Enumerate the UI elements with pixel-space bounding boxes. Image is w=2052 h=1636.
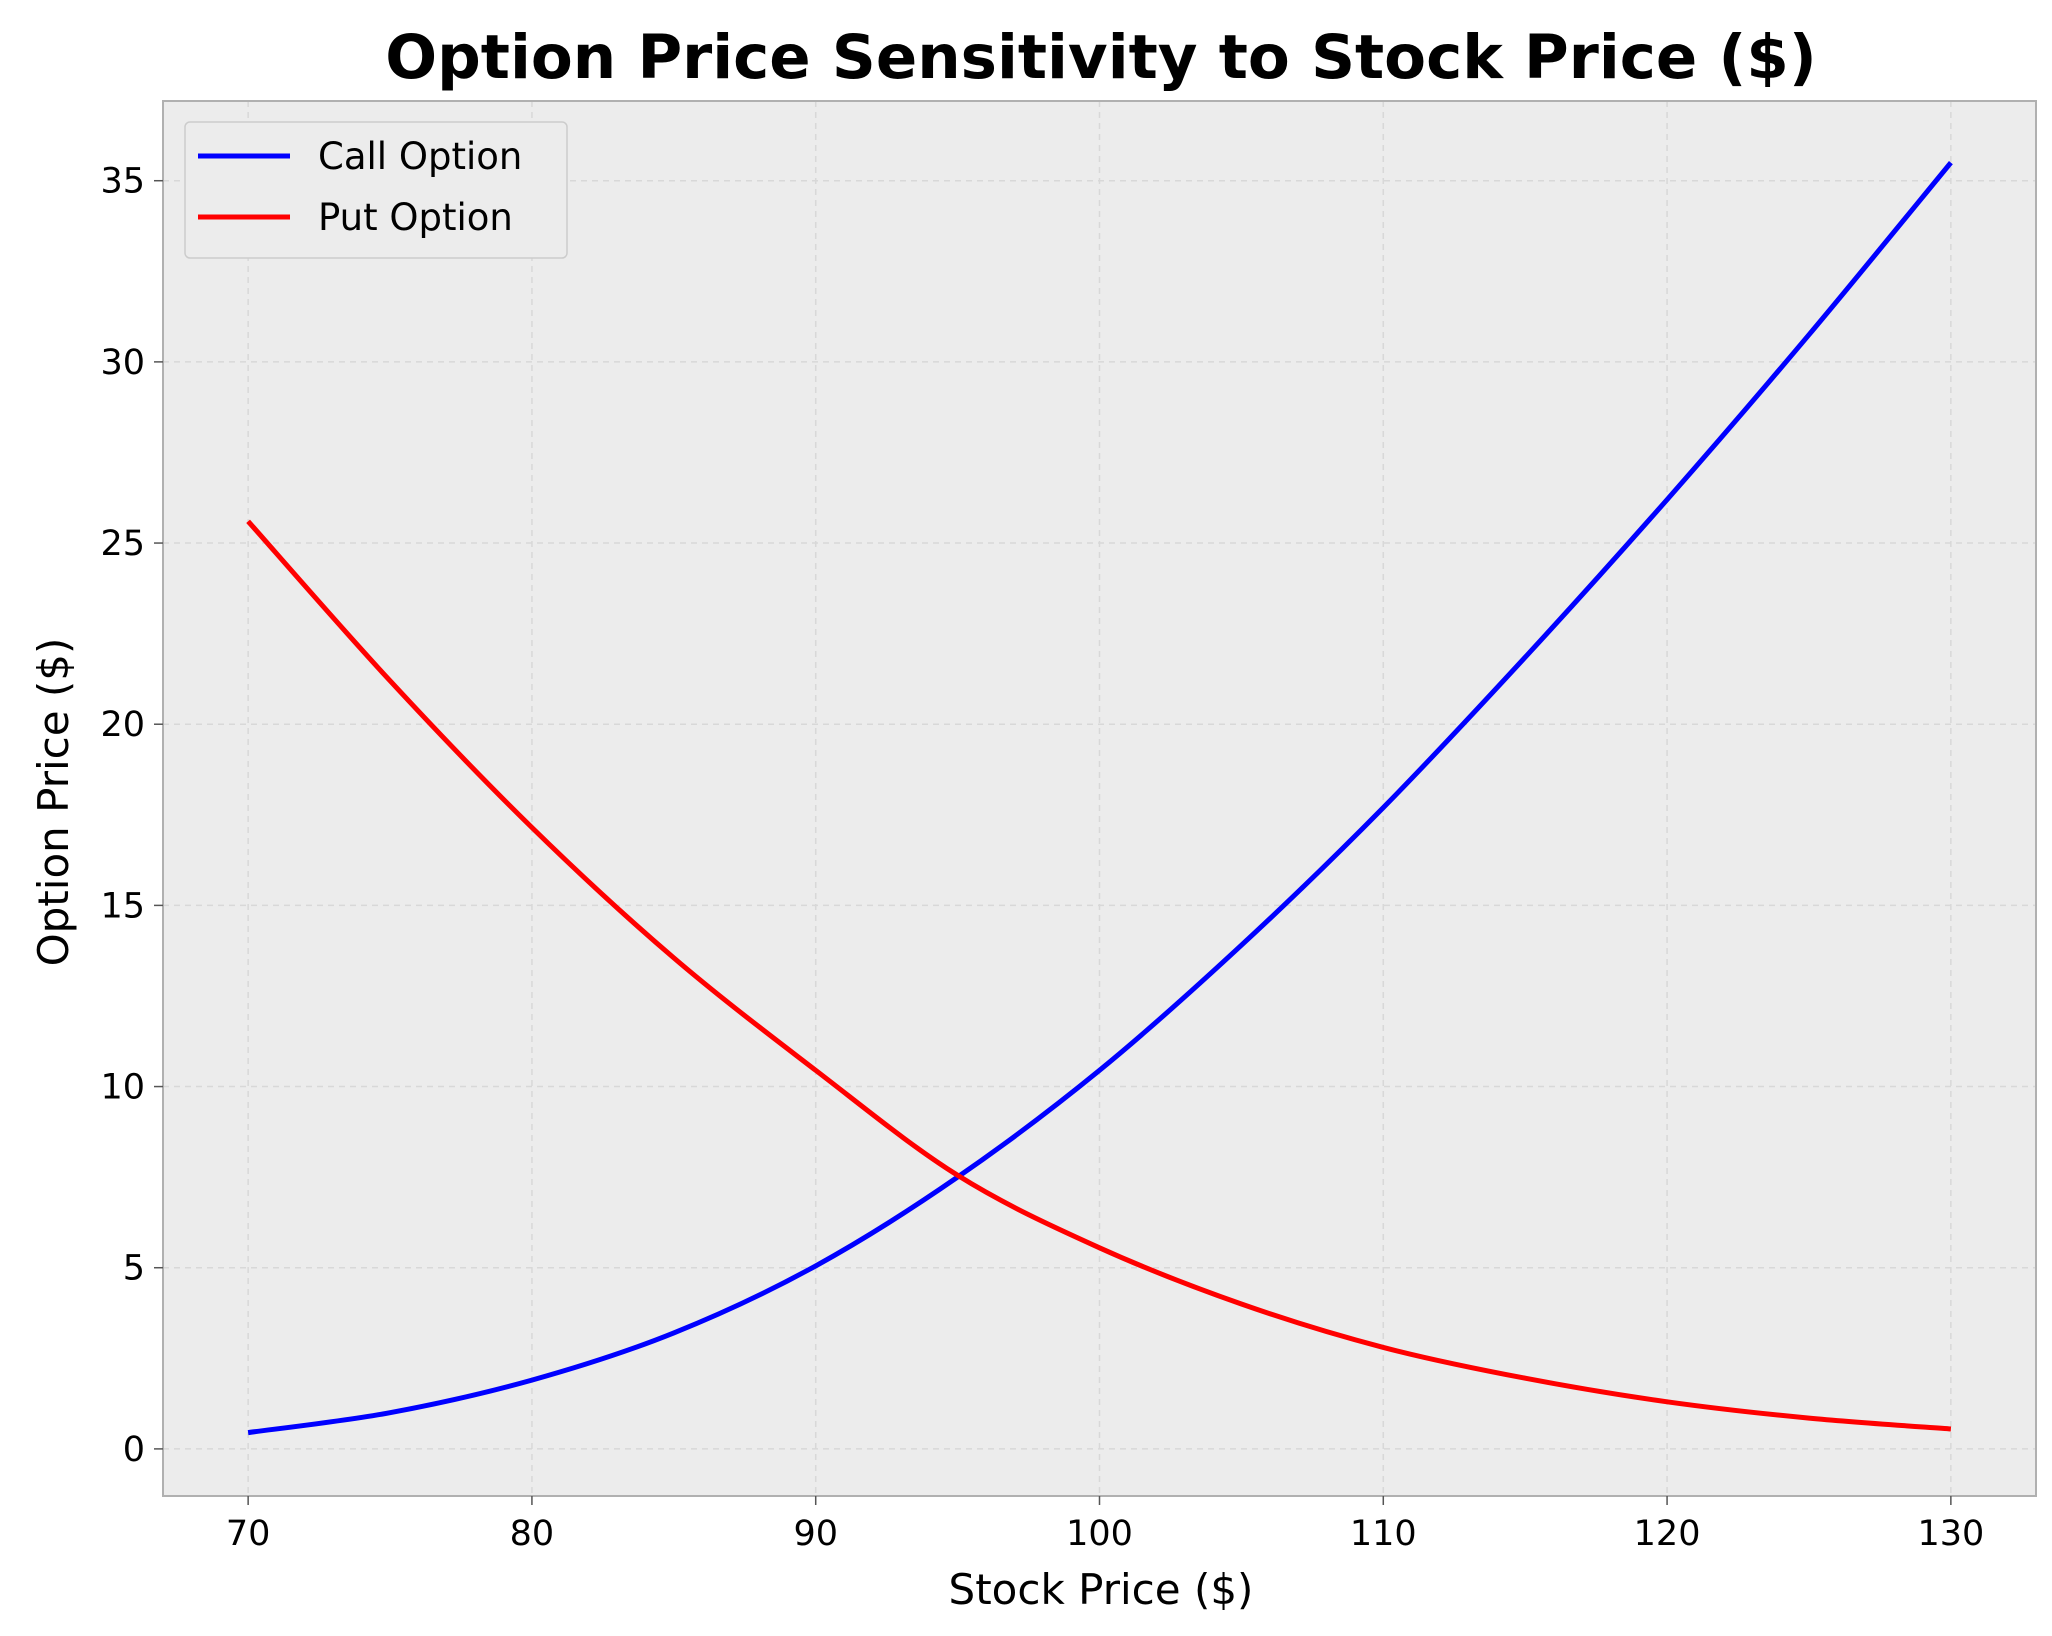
call-option-line	[247, 161, 1953, 1436]
ticks: 70 80 90 100 110 120 130 0 5 10 15 20 25 30 35	[100, 162, 1984, 1554]
y-tick-label: 10	[100, 1068, 145, 1108]
legend-label-call: Call Option	[318, 135, 522, 178]
y-axis-label: Option Price ($)	[29, 638, 78, 967]
y-tick-label: 30	[100, 343, 145, 383]
x-tick-label: 80	[510, 1514, 555, 1554]
y-tick-label: 5	[123, 1249, 145, 1289]
x-tick-label: 70	[226, 1514, 271, 1554]
y-tick-label: 20	[100, 705, 145, 745]
legend: Call Option Put Option	[184, 121, 568, 259]
x-tick-label: 100	[1066, 1514, 1133, 1554]
y-tick-label: 0	[123, 1430, 145, 1470]
y-tick-label: 25	[100, 524, 145, 564]
series-lines	[246, 161, 1953, 1436]
put-option-line	[246, 519, 1952, 1432]
x-axis-label: Stock Price ($)	[949, 1565, 1254, 1614]
grid	[163, 101, 2036, 1496]
legend-label-put: Put Option	[318, 196, 513, 239]
y-tick-label: 35	[100, 162, 145, 202]
x-tick-label: 90	[793, 1514, 838, 1554]
y-tick-label: 15	[100, 886, 145, 926]
x-tick-label: 110	[1350, 1514, 1417, 1554]
x-tick-label: 130	[1917, 1514, 1984, 1554]
x-tick-label: 120	[1634, 1514, 1701, 1554]
chart-title: Option Price Sensitivity to Stock Price …	[385, 22, 1816, 93]
